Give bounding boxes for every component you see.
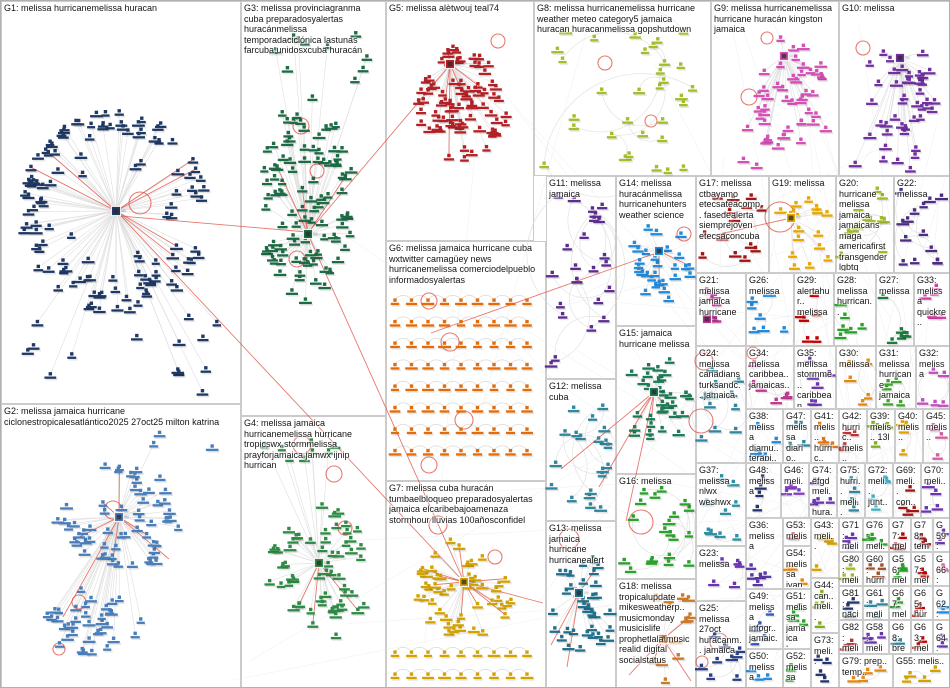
group-box-g80 (839, 552, 863, 586)
group-box-g39 (867, 409, 895, 463)
group-box-g26 (746, 273, 794, 346)
group-box-g57 (911, 552, 933, 586)
group-box-g5 (386, 1, 534, 241)
group-box-g65 (911, 586, 933, 620)
group-box-g33 (914, 273, 949, 346)
group-box-g32 (916, 346, 949, 409)
group-box-g70 (921, 463, 949, 518)
group-box-g66 (933, 552, 949, 586)
group-box-g28 (834, 273, 876, 346)
group-box-g54 (783, 546, 811, 589)
group-box-g43 (811, 518, 839, 578)
group-box-g4 (241, 416, 386, 687)
group-box-g30 (836, 346, 876, 409)
group-box-g59 (933, 518, 949, 552)
group-box-g79 (839, 654, 893, 687)
group-box-g37 (696, 463, 746, 546)
group-box-g10 (839, 1, 949, 176)
group-box-g44 (811, 578, 839, 633)
group-box-g40 (895, 409, 923, 463)
group-box-g13 (546, 521, 616, 687)
group-box-g62 (933, 586, 949, 620)
group-box-g76 (863, 518, 889, 552)
group-box-g8 (534, 1, 711, 176)
group-box-g31 (876, 346, 916, 409)
group-box-g41 (811, 409, 839, 463)
group-box-g15 (616, 326, 696, 474)
group-box-g20 (836, 176, 894, 273)
group-box-g53 (783, 518, 811, 546)
group-box-g46 (781, 463, 809, 518)
group-box-g42 (839, 409, 867, 463)
group-box-g61 (863, 586, 889, 620)
group-box-g1 (1, 1, 241, 404)
group-box-g63 (911, 620, 933, 654)
group-box-g7 (386, 481, 546, 687)
group-box-g14 (616, 176, 696, 326)
group-box-g64 (933, 620, 949, 654)
group-box-g55 (893, 654, 949, 687)
group-box-g23 (696, 546, 746, 601)
group-box-g68 (889, 620, 911, 654)
group-box-g21 (696, 273, 746, 346)
group-box-g16 (616, 474, 696, 579)
group-box-g67 (889, 586, 911, 620)
group-box-g75 (837, 463, 865, 518)
group-box-g77 (889, 518, 911, 552)
group-box-g45 (923, 409, 949, 463)
group-box-g34 (746, 346, 794, 409)
group-box-g25 (696, 601, 746, 687)
group-box-g18 (616, 579, 696, 687)
group-box-g35 (794, 346, 836, 409)
group-box-g72 (865, 463, 893, 518)
group-box-g3 (241, 1, 386, 416)
group-box-g50 (746, 649, 783, 687)
group-box-g58 (863, 620, 889, 654)
group-box-g82 (839, 620, 863, 654)
group-box-g22 (894, 176, 949, 273)
group-box-g71 (839, 518, 863, 552)
group-box-g29 (794, 273, 834, 346)
group-box-g27 (876, 273, 914, 346)
group-box-g11 (546, 176, 616, 379)
group-box-g81 (839, 586, 863, 620)
group-box-g49 (746, 589, 783, 649)
group-box-g52 (783, 649, 811, 687)
group-box-g78 (911, 518, 933, 552)
group-box-g74 (809, 463, 837, 518)
group-box-g6 (386, 241, 546, 481)
group-box-g2 (1, 404, 241, 687)
group-box-g17 (696, 176, 769, 273)
group-box-g56 (889, 552, 911, 586)
group-box-g36 (746, 518, 783, 589)
group-box-g48 (746, 463, 781, 518)
group-box-g12 (546, 379, 616, 521)
group-box-g38 (746, 409, 783, 463)
group-box-g60 (863, 552, 889, 586)
group-box-g73 (811, 633, 839, 687)
group-box-g47 (783, 409, 811, 463)
group-box-g24 (696, 346, 746, 463)
group-box-g19 (769, 176, 836, 273)
group-box-g9 (711, 1, 839, 176)
group-box-g51 (783, 589, 811, 649)
group-box-g69 (893, 463, 921, 518)
